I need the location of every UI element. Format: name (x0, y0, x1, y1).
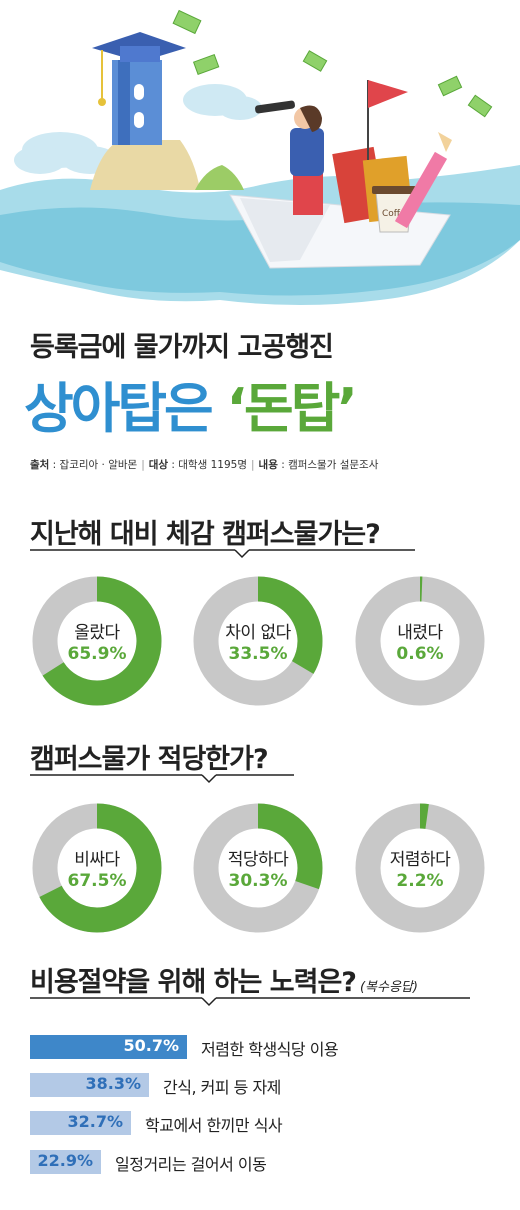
donut-slice-0-2 (355, 576, 485, 706)
donut-svg-0-1 (193, 576, 323, 706)
section-3-underline (30, 997, 470, 1007)
donut-svg-1-1 (193, 803, 323, 933)
donut-svg-1-0 (32, 803, 162, 933)
section-2-heading-wrap: 캠퍼스물가 적당한가? (30, 737, 294, 784)
donut-0-0: 올랐다 65.9% (32, 576, 162, 706)
donut-1-0: 비싸다 67.5% (32, 803, 162, 933)
bar-label-0: 저렴한 학생식당 이용 (201, 1040, 339, 1059)
survey-meta: 출처 : 잡코리아 · 알바몬 | 대상 : 대학생 1195명 | 내용 : 캠퍼스물… (30, 459, 379, 471)
donut-1-1: 적당하다 30.3% (193, 803, 323, 933)
section-1-heading: 지난해 대비 체감 캠퍼스물가는? (30, 519, 381, 550)
target-label: 대상 (148, 459, 169, 471)
donut-label-1-0: 비싸다 (74, 850, 120, 870)
section-3-heading: 비용절약을 위해 하는 노력은? (복수응답) (30, 960, 418, 999)
donut-label-0-0: 올랐다 (74, 623, 120, 643)
donut-slice-0-1 (193, 576, 323, 706)
donut-label-0-1: 차이 없다 (225, 623, 291, 643)
donut-value-1-1: 30.3% (228, 871, 288, 891)
section-1-heading-wrap: 지난해 대비 체감 캠퍼스물가는? (30, 512, 415, 559)
donut-value-0-2: 0.6% (396, 644, 444, 664)
source-label: 출처 (30, 459, 50, 471)
bar-label-3: 일정거리는 걸어서 이동 (115, 1155, 267, 1174)
bar-label-1: 간식, 커피 등 자제 (163, 1078, 281, 1097)
bar-0: 50.7% (30, 1035, 187, 1059)
page-title-part2: ‘돈탑’ (226, 377, 358, 440)
donut-slice-1-1 (193, 803, 323, 933)
section-3-note: (복수응답) (359, 980, 418, 995)
bar-value-0: 50.7% (123, 1036, 179, 1055)
bar-value-1: 38.3% (85, 1074, 141, 1093)
section-1-underline (30, 549, 415, 559)
content-label: 내용 (258, 459, 278, 471)
section-2-heading: 캠퍼스물가 적당한가? (30, 744, 269, 775)
donut-svg-0-0 (32, 576, 162, 706)
donut-value-0-0: 65.9% (67, 644, 127, 664)
page-subtitle: 등록금에 물가까지 고공행진 (30, 332, 334, 363)
bar-2: 32.7% (30, 1111, 131, 1135)
donut-svg-0-2 (355, 576, 485, 706)
section-2-underline (30, 774, 294, 784)
donut-label-0-2: 내렸다 (397, 623, 443, 643)
donut-slice-1-2 (355, 803, 485, 933)
donut-1-2: 저렴하다 2.2% (355, 803, 485, 933)
donut-value-1-2: 2.2% (396, 871, 444, 891)
bar-label-2: 학교에서 한끼만 식사 (145, 1116, 283, 1135)
bar-3: 22.9% (30, 1150, 101, 1174)
page-title: 상아탑은 ‘돈탑’ (24, 364, 358, 443)
donut-0-1: 차이 없다 33.5% (193, 576, 323, 706)
section-3-heading-wrap: 비용절약을 위해 하는 노력은? (복수응답) (30, 960, 470, 1007)
donut-label-1-1: 적당하다 (227, 850, 289, 870)
donut-slice-1-0 (32, 803, 162, 933)
donut-svg-1-2 (355, 803, 485, 933)
source-value: : 잡코리아 · 알바몬 (49, 459, 138, 471)
page-title-part1: 상아탑은 (24, 377, 227, 440)
bar-value-3: 22.9% (37, 1151, 93, 1170)
bar-1: 38.3% (30, 1073, 149, 1097)
bar-value-2: 32.7% (67, 1112, 123, 1131)
target-value: : 대학생 1195명 (168, 459, 247, 471)
content-value: : 캠퍼스물가 설문조사 (277, 459, 379, 471)
hero-illustration: Coffee (0, 9, 520, 305)
donut-value-1-0: 67.5% (67, 871, 127, 891)
donut-slice-0-0 (32, 576, 162, 706)
donut-label-1-2: 저렴하다 (389, 850, 451, 870)
donut-value-0-1: 33.5% (228, 644, 288, 664)
donut-0-2: 내렸다 0.6% (355, 576, 485, 706)
section-3-heading-text: 비용절약을 위해 하는 노력은? (30, 967, 357, 998)
coffee-cup-text: Coffee (382, 209, 412, 219)
